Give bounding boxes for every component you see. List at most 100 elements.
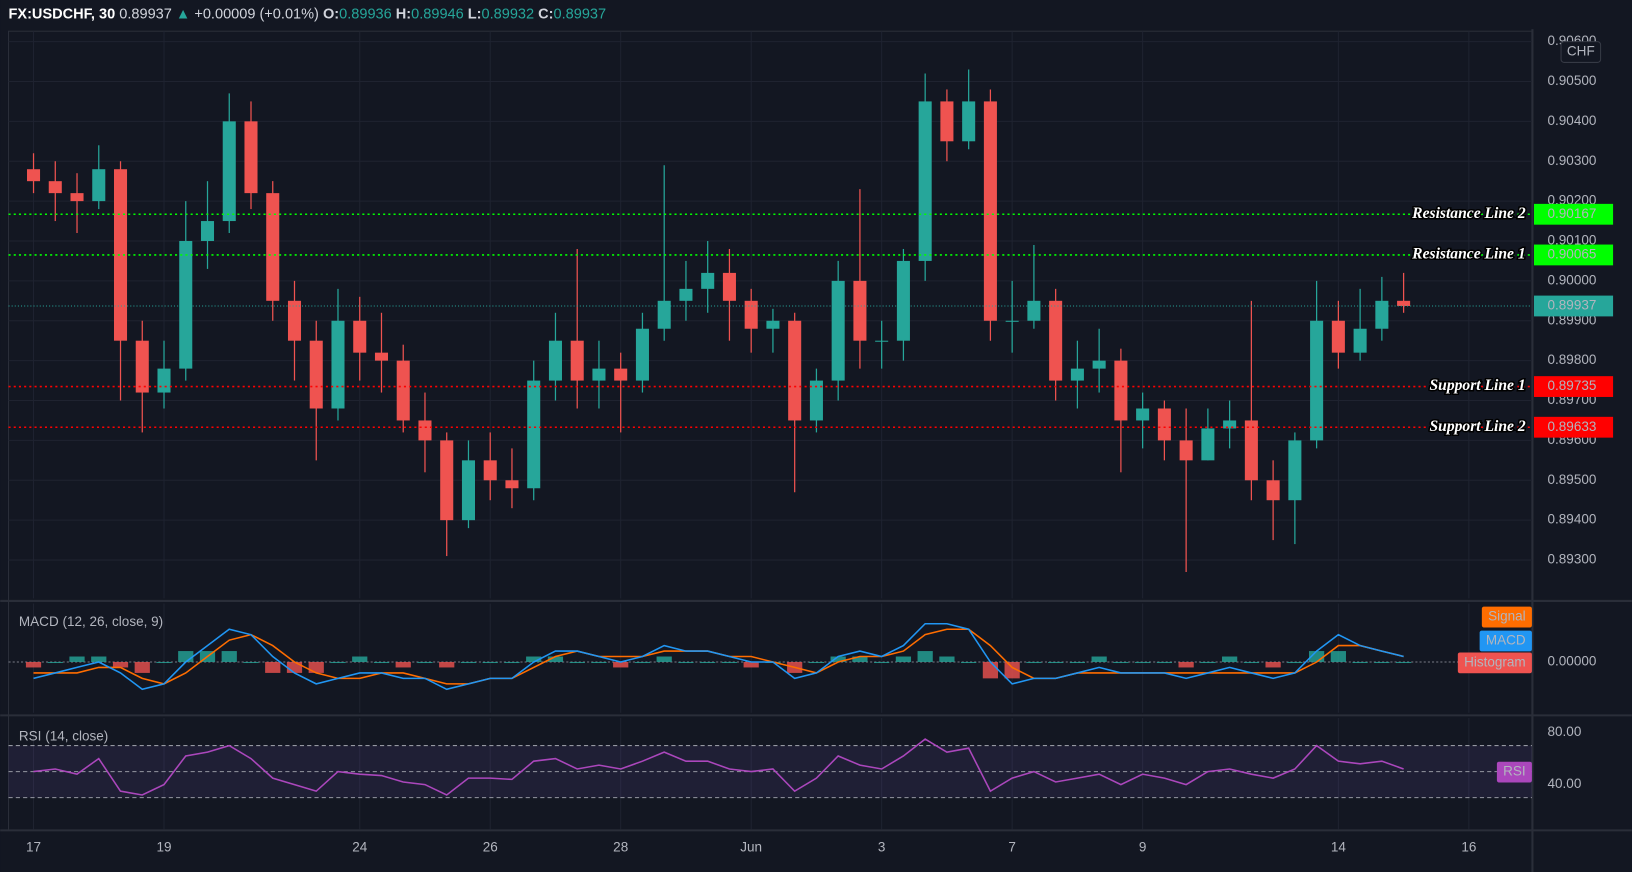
histogram-bar (874, 661, 890, 664)
candle-body (1179, 440, 1193, 461)
last-price: 0.89937 (119, 6, 172, 22)
candle-body (548, 340, 562, 381)
currency-badge[interactable] (1560, 41, 1602, 63)
histogram-bar (1048, 661, 1064, 664)
candle-body (1266, 480, 1280, 501)
candle-body (396, 360, 410, 421)
legend-label[interactable]: Signal (1488, 609, 1526, 624)
candle-body (179, 240, 193, 369)
candle-body (1375, 300, 1389, 329)
ohlc-value: 0.89936 (339, 6, 392, 22)
histogram-bar (1330, 651, 1346, 662)
ohlc-value: 0.89946 (411, 6, 464, 22)
candle-body (657, 300, 671, 329)
candle-body (570, 340, 584, 381)
marks (8, 69, 1532, 796)
legend-label[interactable]: Histogram (1464, 654, 1526, 669)
y-tick-label: 0.90400 (1548, 113, 1597, 128)
histogram-bar (895, 656, 912, 662)
histogram-bar (1222, 656, 1238, 662)
histogram-bar (700, 661, 716, 664)
histogram-bar (1265, 661, 1281, 668)
histogram-bar (678, 661, 694, 664)
ohlc-label: L: (468, 6, 482, 22)
level-price: 0.90167 (1548, 206, 1597, 221)
candle-body (940, 101, 954, 142)
histogram-bar (1287, 661, 1303, 664)
candle-body (1244, 420, 1258, 481)
histogram-bar (47, 661, 63, 664)
histogram-bar (482, 661, 498, 664)
candle-body (962, 101, 976, 142)
legend-box[interactable] (1479, 630, 1532, 652)
level-price-box (1533, 244, 1614, 266)
level-name: Resistance Line 1 (1411, 246, 1525, 263)
histogram-bar (265, 661, 281, 673)
histogram-bar (656, 656, 672, 662)
legend-box[interactable] (1481, 606, 1532, 628)
macd-title: MACD (12, 26, close, 9) (19, 614, 163, 629)
y-tick-label: 0.89500 (1548, 472, 1597, 487)
x-tick-label: 3 (878, 840, 886, 855)
rsi-title: RSI (14, close) (19, 728, 108, 743)
candle-body (1397, 300, 1411, 306)
x-tick-label: 9 (1139, 840, 1147, 855)
candle-body (135, 340, 149, 393)
plot-frame (7, 30, 1533, 831)
histogram-bar (1156, 661, 1172, 664)
histogram-bar (982, 661, 999, 679)
candle-body (875, 340, 889, 342)
candle-body (614, 368, 628, 381)
candle-body (331, 320, 345, 409)
legend-label[interactable]: RSI (1503, 764, 1526, 779)
legend-box[interactable] (1496, 761, 1532, 783)
level-price: 0.90065 (1548, 247, 1597, 262)
ohlc-label: O: (323, 6, 339, 22)
histogram-bar (395, 661, 411, 668)
candle-body (48, 181, 62, 194)
candle-body (1136, 408, 1150, 421)
histogram-bar (243, 661, 259, 664)
histogram-bar (352, 656, 368, 662)
candle-body (853, 280, 867, 341)
candle-body (1005, 320, 1019, 322)
histogram-bar (1178, 661, 1194, 668)
histogram-bar (221, 651, 237, 662)
x-tick-label: 19 (156, 840, 171, 855)
y-tick-label: 0.00000 (1548, 654, 1597, 669)
level-name: Resistance Line 2 (1411, 205, 1526, 222)
legend-box[interactable] (1457, 652, 1532, 674)
histogram-bar (1026, 661, 1042, 664)
histogram-bar (1200, 661, 1216, 664)
x-tick-label: 28 (613, 840, 628, 855)
y-tick-label: 0.90100 (1548, 233, 1597, 248)
histogram-bar (721, 661, 738, 664)
candle-body (353, 320, 367, 353)
histogram-bar (308, 661, 324, 673)
candle-body (92, 169, 106, 202)
currency: CHF (1567, 44, 1595, 59)
candle-body (722, 272, 736, 301)
candle-body (200, 221, 215, 241)
candle-body (983, 101, 997, 321)
level-price: 0.89735 (1548, 378, 1597, 393)
legend-label[interactable]: MACD (1486, 633, 1526, 648)
indicator-line (33, 738, 1404, 796)
candle-body (1092, 360, 1106, 369)
up-arrow: ▲ (176, 6, 190, 22)
histogram-bar (1091, 656, 1107, 662)
x-tick-label: Jun (740, 840, 762, 855)
symbol: FX:USDCHF, 30 (9, 6, 116, 22)
histogram-bar (1309, 651, 1325, 662)
histogram-bar (1243, 661, 1259, 664)
histogram-bar (156, 661, 172, 664)
histogram-bar (526, 656, 542, 662)
histogram-bar (1069, 661, 1086, 664)
candle-body (27, 169, 41, 182)
histogram-bar (743, 661, 759, 668)
candle-body (766, 320, 780, 329)
histogram-bar (330, 661, 346, 664)
candle-body (483, 460, 497, 481)
last-price-box (1533, 295, 1614, 317)
